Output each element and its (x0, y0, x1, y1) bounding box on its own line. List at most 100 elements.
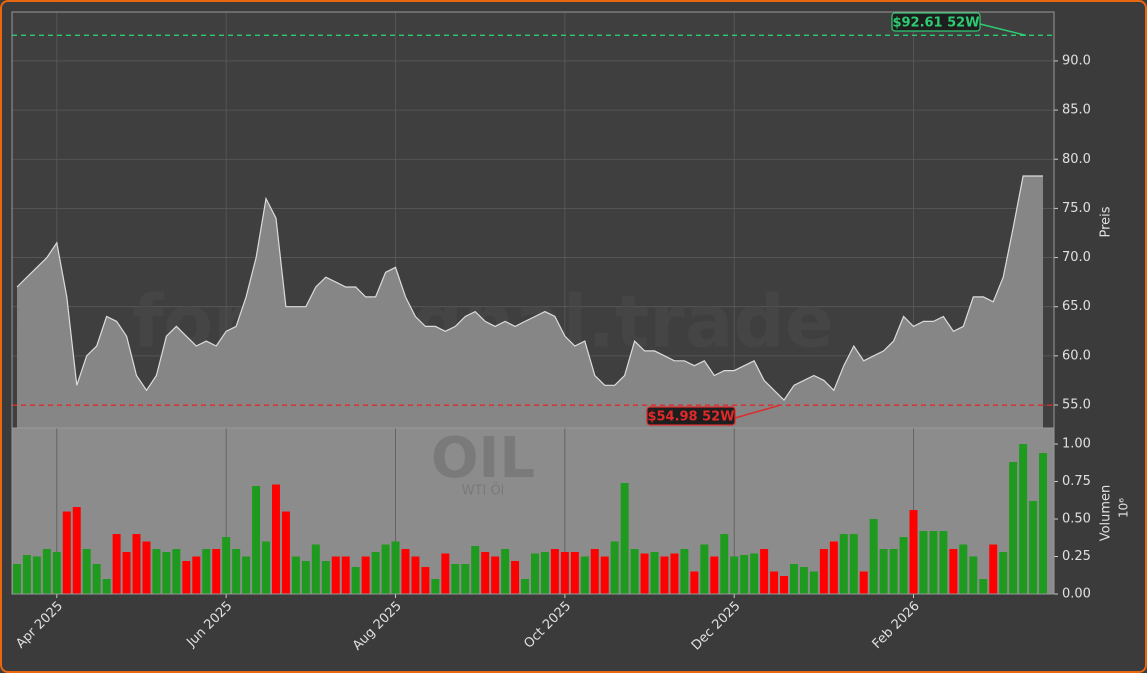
x-tick-label: Apr 2025 (13, 599, 66, 652)
volume-bar (789, 564, 798, 594)
y-tick-label: 80.0 (1062, 152, 1091, 167)
volume-bar (291, 556, 300, 594)
volume-bar (989, 544, 998, 594)
volume-bar (222, 537, 231, 594)
volume-bar (730, 556, 739, 594)
volume-bar (660, 556, 669, 594)
volume-bar (311, 544, 320, 594)
volume-bar (949, 549, 958, 594)
y-tick-label: 1.00 (1062, 437, 1091, 452)
volume-bar (371, 552, 380, 594)
y-tick-label: 0.75 (1062, 474, 1091, 489)
volume-bar (481, 552, 490, 594)
volume-bar (879, 549, 888, 594)
volume-bar (700, 544, 709, 594)
volume-bar (132, 534, 141, 594)
volume-bar (232, 549, 241, 594)
volume-bar (32, 556, 41, 594)
volume-bar (52, 552, 61, 594)
volume-bar (212, 549, 221, 594)
volume-bar (471, 546, 480, 594)
volume-bar (341, 556, 350, 594)
volume-bar (570, 552, 579, 594)
volume-bar (1039, 453, 1048, 594)
plot-frame (11, 11, 1055, 595)
volume-bar (849, 534, 858, 594)
volume-bar (431, 579, 440, 594)
volume-bar (152, 549, 161, 594)
volume-bar (929, 531, 938, 594)
volume-bar (22, 555, 31, 594)
volume-bar (42, 549, 51, 594)
x-tick-label: Feb 2026 (870, 599, 923, 652)
volume-bar (262, 541, 271, 594)
volume-bar (869, 519, 878, 594)
volume-bar (760, 549, 769, 594)
volume-bar (72, 507, 81, 594)
x-tick-label: Aug 2025 (350, 599, 405, 654)
volume-bar (351, 567, 360, 594)
volume-bar (680, 549, 689, 594)
volume-bar (421, 567, 430, 594)
volume-bar (391, 541, 400, 594)
volume-bar (770, 571, 779, 594)
y-tick-label: 85.0 (1062, 103, 1091, 118)
volume-bar (62, 511, 71, 594)
volume-bar (92, 564, 101, 594)
volume-bar (560, 552, 569, 594)
volume-bar (829, 541, 838, 594)
volume-bar (799, 567, 808, 594)
volume-bar (839, 534, 848, 594)
volume-bar (889, 549, 898, 594)
volume-bar (12, 564, 21, 594)
volume-bar (809, 571, 818, 594)
volume-bar (859, 571, 868, 594)
volume-bar (740, 555, 749, 594)
volume-bar (511, 561, 520, 594)
x-tick-label: Dec 2025 (689, 599, 744, 654)
volume-bar (690, 571, 699, 594)
volume-bar (600, 556, 609, 594)
volume-bar (610, 541, 619, 594)
annotation-arrow (734, 404, 781, 419)
volume-bar (381, 544, 390, 594)
x-tick-label: Oct 2025 (521, 599, 574, 652)
y-tick-label: 75.0 (1062, 201, 1091, 216)
volume-bar (122, 552, 131, 594)
volume-bar (650, 552, 659, 594)
y-tick-label: 0.50 (1062, 512, 1091, 527)
volume-bar (670, 553, 679, 594)
y-tick-label: 60.0 (1062, 348, 1091, 363)
volume-bar (550, 549, 559, 594)
y-tick-label: 90.0 (1062, 53, 1091, 68)
volume-bar (441, 553, 450, 594)
volume-bar (242, 556, 251, 594)
volume-bar (162, 552, 171, 594)
volume-bar (959, 544, 968, 594)
volume-bar (501, 549, 510, 594)
y-axis-label: Preis (1099, 206, 1114, 237)
volume-bar (271, 484, 280, 594)
symbol-name-watermark: WTI Öl (462, 482, 505, 499)
volume-bar (710, 556, 719, 594)
volume-bar (491, 556, 500, 594)
annotation-arrow (979, 23, 1027, 37)
volume-bar (361, 556, 370, 594)
scale-label: 10⁶ (1117, 498, 1131, 518)
annotation-box (891, 12, 981, 32)
volume-bar (451, 564, 460, 594)
volume-bar (979, 579, 988, 594)
volume-bar (172, 549, 181, 594)
y-axis-label: Volumen (1099, 485, 1114, 542)
volume-bar (590, 549, 599, 594)
price-line (16, 175, 1043, 402)
volume-bar (182, 561, 191, 594)
volume-bar (540, 552, 549, 594)
volume-bar (102, 579, 111, 594)
volume-bar (720, 534, 729, 594)
symbol-watermark: OIL (431, 426, 535, 491)
y-tick-label: 0.25 (1062, 549, 1091, 564)
volume-bar (999, 552, 1008, 594)
volume-bar (620, 483, 629, 594)
